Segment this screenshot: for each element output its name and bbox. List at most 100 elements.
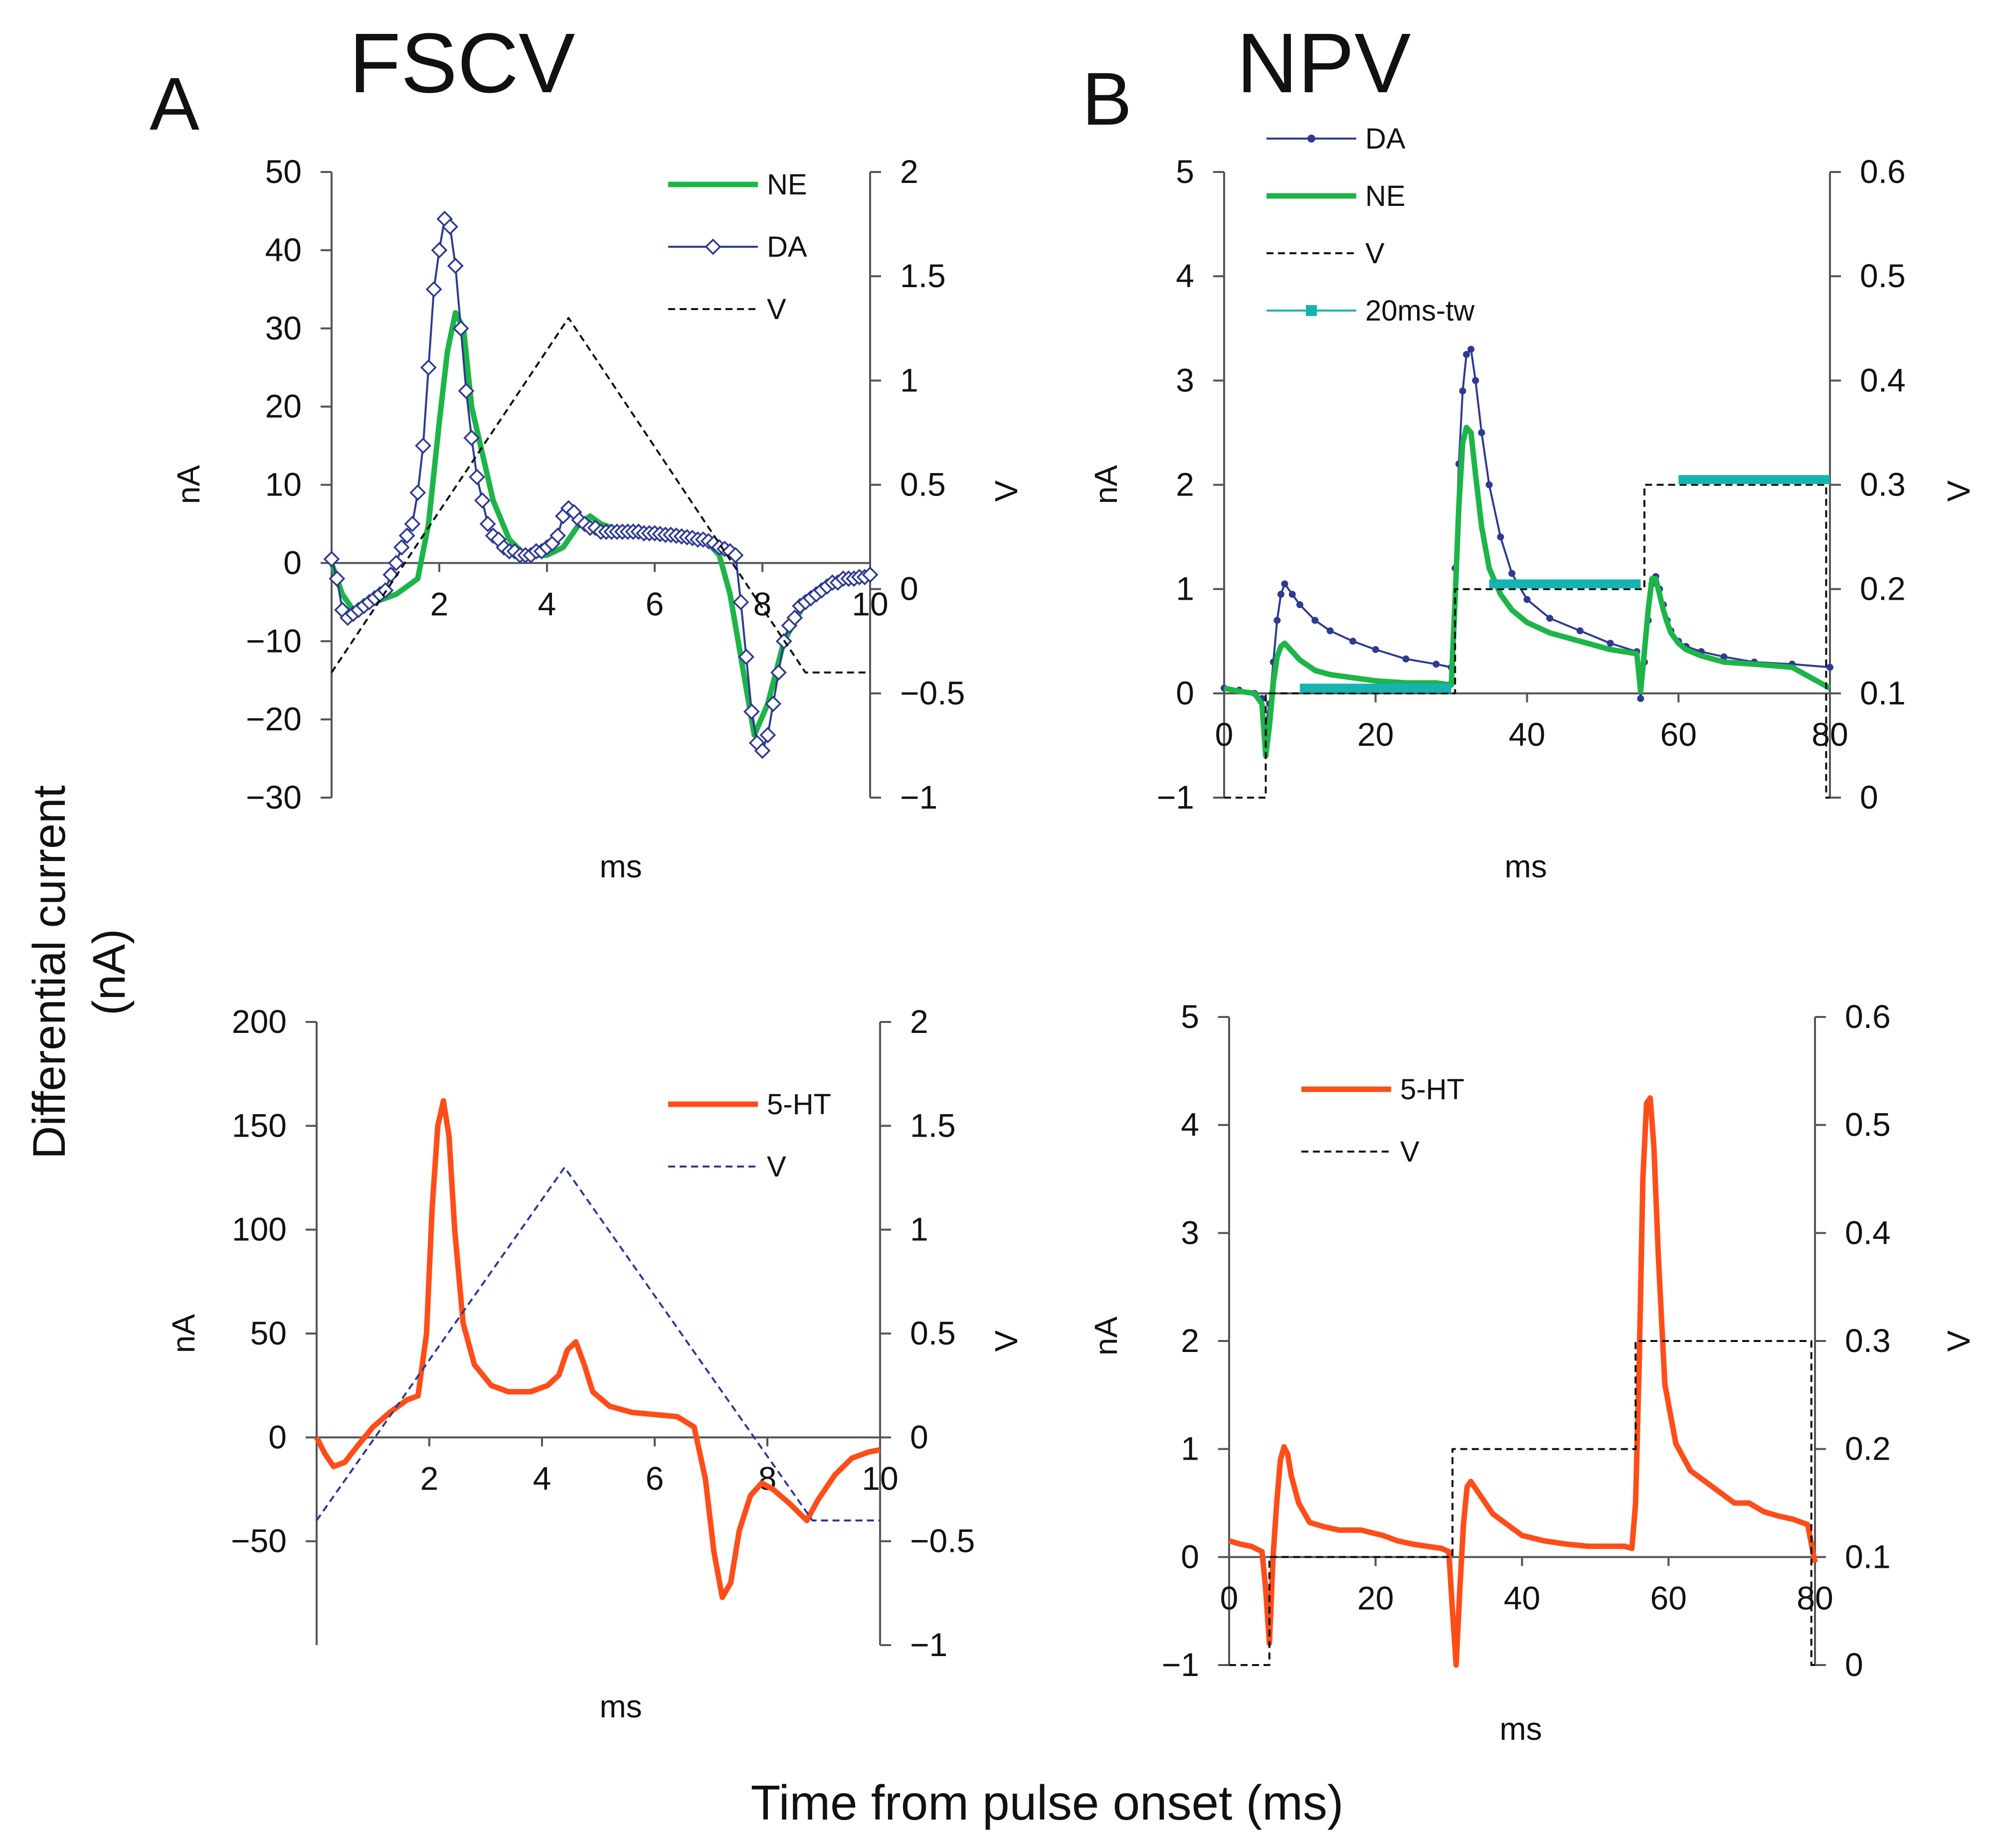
x-tick-label: 40 [1509, 716, 1545, 753]
da-marker [862, 566, 879, 583]
da-marker [463, 429, 480, 446]
x-tick-label: 2 [420, 1460, 439, 1497]
da-dot [1826, 664, 1833, 671]
da-dot [1463, 351, 1470, 358]
legend-label: 20ms-tw [1365, 295, 1475, 327]
da-dot [1508, 570, 1516, 577]
y-tick-label: 0 [1176, 674, 1194, 711]
da-dot [1459, 387, 1466, 395]
da-marker [549, 527, 566, 544]
series-v [316, 1166, 880, 1521]
x-tick-label: 40 [1504, 1579, 1540, 1616]
da-marker [738, 649, 755, 666]
legend-item-v: V [1301, 1136, 1420, 1168]
npv-title: NPV [1237, 16, 1411, 111]
y-tick-label: 3 [1181, 1214, 1199, 1251]
y-tick-label: 150 [232, 1107, 287, 1144]
legend-marker [705, 238, 722, 255]
x-tick-label: 80 [1811, 716, 1848, 753]
y2-tick-label: 0.5 [1860, 257, 1906, 294]
da-marker [425, 281, 442, 298]
da-marker [727, 547, 744, 564]
y2-tick-label: 0.3 [1845, 1322, 1891, 1359]
legend-item-v: V [1267, 237, 1385, 270]
series-20ms-tw [1299, 475, 1830, 693]
da-marker [786, 609, 803, 626]
da-dot [1546, 615, 1554, 622]
da-marker [404, 515, 421, 532]
da-dot [1277, 591, 1284, 598]
legend-label: DA [1365, 123, 1406, 155]
da-marker [323, 551, 340, 568]
da-marker [743, 703, 760, 720]
y2-axis-label: V [988, 1330, 1024, 1351]
da-marker [754, 742, 771, 759]
series-line-v [331, 317, 870, 673]
x-tick-label: 6 [646, 1460, 664, 1497]
y2-tick-label: 2 [900, 153, 918, 190]
da-marker [415, 437, 432, 454]
da-dot [1433, 661, 1440, 668]
da-dot [1720, 653, 1728, 661]
global-ylabel-line1: Differential current [24, 785, 75, 1159]
y2-tick-label: 0.3 [1860, 466, 1906, 503]
chart-npv-da-ne: −1 0 1 2 3 4 5 0 0.1 0.2 0.3 0.4 0.5 0.6 0 20 40 60 80 ms nA… [1088, 123, 1977, 884]
legend-item-20ms-tw: 20ms-tw [1267, 295, 1475, 327]
series-line-v [316, 1166, 880, 1521]
da-marker [442, 218, 459, 235]
y-tick-label: 30 [265, 310, 302, 346]
x-axis-label: ms [1499, 1711, 1542, 1747]
x-tick-label: 6 [646, 585, 664, 622]
x-tick-label: 4 [533, 1460, 551, 1497]
y2-tick-label: 0.1 [1845, 1538, 1891, 1575]
legend-item-5-ht: 5-HT [668, 1088, 831, 1121]
series-da [323, 210, 879, 759]
legend-label: 5-HT [767, 1088, 831, 1121]
y2-tick-label: 0.6 [1860, 153, 1906, 190]
y2-tick-label: −1 [900, 779, 937, 816]
y-tick-label: 3 [1176, 361, 1194, 398]
series-line-5-ht [1228, 1095, 1818, 1668]
da-dot [1478, 429, 1485, 436]
y-tick-label: 50 [250, 1315, 287, 1351]
legend-label: V [767, 1151, 786, 1183]
y2-tick-label: 0.4 [1860, 361, 1906, 398]
legend-label: V [1365, 237, 1385, 270]
y-tick-label: −1 [1162, 1646, 1199, 1683]
y-tick-label: 100 [232, 1211, 287, 1248]
da-dot [1311, 617, 1319, 624]
x-tick-label: 2 [430, 585, 449, 622]
series-line-v [1229, 1340, 1815, 1666]
y2-tick-label: 0 [1860, 779, 1878, 816]
x-tick-label: 20 [1357, 1579, 1394, 1616]
y-tick-label: −10 [246, 622, 302, 659]
y2-axis-label: V [1941, 1330, 1977, 1351]
series-line-da [331, 218, 871, 752]
legend-label: NE [1365, 180, 1406, 212]
x-tick-label: 4 [538, 585, 556, 622]
da-dot [1523, 596, 1531, 603]
y-tick-label: −50 [231, 1522, 287, 1559]
legend-item-da: DA [1267, 123, 1406, 155]
da-marker [479, 515, 496, 532]
x-tick-label: 60 [1650, 1579, 1687, 1616]
y2-tick-label: −0.5 [910, 1522, 975, 1559]
series-v [1229, 1340, 1815, 1666]
x-tick-label: 60 [1660, 716, 1697, 753]
x-tick-label: 0 [1215, 716, 1234, 753]
y2-tick-label: 0.6 [1845, 998, 1891, 1035]
da-dot [1326, 627, 1334, 635]
da-marker [447, 257, 464, 274]
y2-tick-label: 0 [1845, 1646, 1863, 1683]
x-tick-label: 80 [1797, 1579, 1833, 1616]
y-tick-label: 40 [265, 231, 302, 268]
legend-item-ne: NE [668, 168, 807, 201]
y-tick-label: 20 [265, 388, 302, 425]
panel-b-letter: B [1082, 57, 1132, 141]
fscv-title: FSCV [349, 16, 575, 111]
da-marker [474, 492, 491, 509]
series-ne [1223, 425, 1831, 759]
y-tick-label: 0 [283, 544, 302, 581]
